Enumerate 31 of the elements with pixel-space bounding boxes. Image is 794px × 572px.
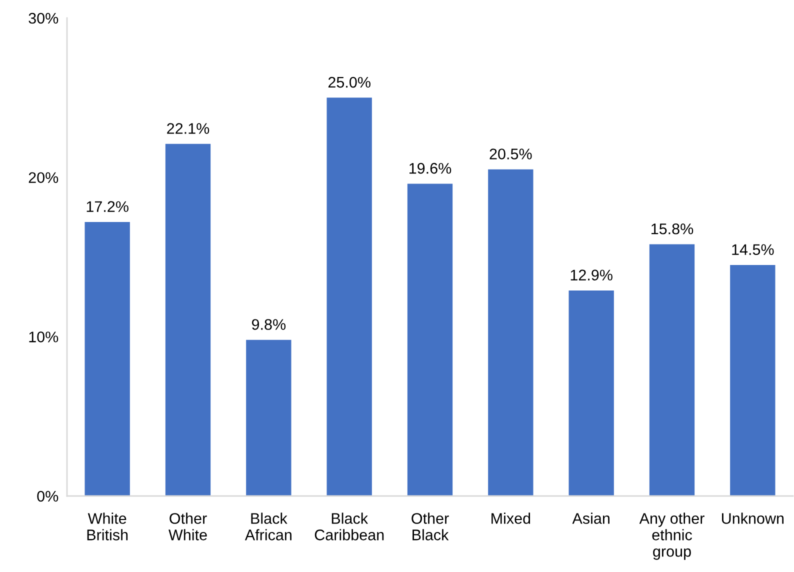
data-label: 15.8% [652, 223, 694, 234]
data-label: 12.9% [570, 270, 612, 280]
bar [165, 144, 211, 496]
bar [246, 340, 292, 496]
x-tick-label: Other Black [412, 512, 449, 540]
bar [84, 222, 130, 496]
data-label: 25.0% [328, 76, 370, 88]
data-label: 22.1% [167, 123, 210, 134]
y-tick-label: 10% [29, 332, 58, 342]
bar [488, 169, 534, 496]
x-tick-label: Asian [572, 512, 610, 524]
data-label: 20.5% [490, 148, 532, 160]
data-label: 14.5% [732, 244, 774, 255]
x-tick-label: Any other ethnic group [639, 512, 704, 560]
bar [730, 264, 776, 496]
x-tick-label: Black Caribbean [314, 512, 384, 540]
bar [568, 290, 614, 496]
bar [649, 244, 695, 496]
data-label: 17.2% [86, 201, 128, 212]
data-label: 19.6% [410, 162, 452, 174]
y-tick-label: 0% [37, 490, 58, 502]
y-tick-label: 20% [28, 172, 58, 184]
x-tick-label: Mixed [492, 512, 530, 524]
bar [326, 98, 372, 496]
bar [407, 184, 453, 496]
x-tick-label: White British [87, 512, 128, 540]
x-tick-label: Other White [168, 512, 207, 540]
x-tick-label: Black African [244, 512, 292, 540]
y-tick-label: 30% [28, 12, 58, 24]
data-label: 9.8% [252, 319, 286, 330]
x-tick-label: Unknown [722, 512, 784, 524]
